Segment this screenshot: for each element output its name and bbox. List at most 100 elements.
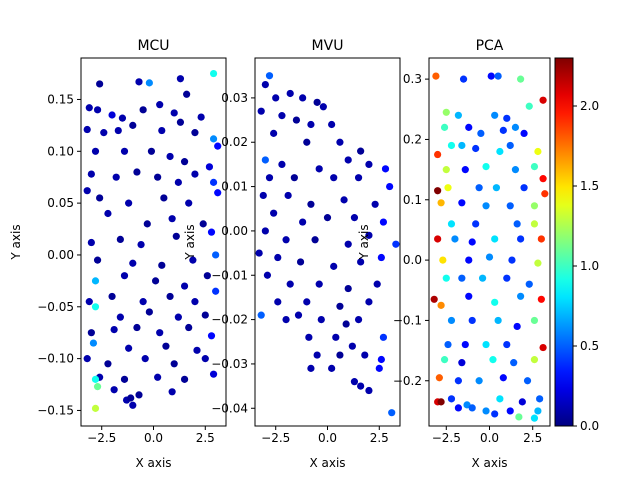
data-point [459,75,468,83]
data-point [93,256,102,264]
pca-y-axis-label: Y axis [357,224,371,260]
data-point [344,240,352,248]
data-point [299,218,307,226]
data-point [491,298,499,306]
data-point [434,150,442,159]
data-point [197,113,205,121]
data-point [375,364,383,372]
y-tick-label: 0.1 [403,193,422,207]
x-tick-label: 0.0 [318,431,337,445]
data-point [534,407,542,415]
data-point [284,191,292,200]
data-point [257,107,265,115]
data-point [212,251,220,259]
x-tick-label: 0.0 [144,431,163,445]
data-point [209,69,218,78]
data-point [517,292,525,300]
data-point [120,272,129,280]
mvu-title: MVU [312,38,344,54]
data-point [496,395,504,403]
data-point [392,240,400,248]
data-point [282,315,290,324]
data-point [377,253,385,262]
data-point [160,194,168,202]
data-point [120,375,129,383]
data-point [203,272,211,280]
colorbar: 0.0 0.5 1.0 1.5 2.0 [554,57,599,433]
data-point [154,373,162,381]
data-point [468,238,476,246]
data-point [120,147,129,155]
y-tick-label: −0.2 [393,374,422,388]
data-point [520,129,528,138]
data-point [207,228,216,236]
data-point [257,311,265,319]
data-point [442,166,450,174]
data-point [336,138,344,146]
data-point [437,199,445,207]
data-point [176,118,185,126]
colorbar-tick-label: 0.0 [580,419,599,433]
data-point [96,80,104,88]
data-point [503,114,511,122]
data-point [129,401,137,409]
y-tick-label: 0.01 [221,180,248,194]
data-point [191,129,199,137]
data-point [530,316,539,325]
data-point [447,141,456,150]
data-point [458,359,466,367]
data-point [265,72,274,80]
data-point [344,284,352,293]
y-tick-label: 0.3 [403,72,422,86]
data-point [174,313,182,321]
data-point [116,313,124,321]
data-point [127,394,135,402]
data-point [517,75,525,83]
data-point [116,235,124,244]
data-point [520,184,528,192]
data-point [162,342,170,350]
data-point [465,123,473,131]
data-point [91,404,100,412]
mvu-plot-area [254,57,401,427]
data-point [85,298,93,306]
data-point [125,199,133,207]
data-point [454,111,462,119]
data-point [539,175,547,183]
colorbar-tick-label: 2.0 [580,99,599,113]
data-point [154,173,162,181]
data-point [91,277,100,285]
data-point [307,120,315,129]
data-point [133,323,141,332]
mcu-x-axis-label: X axis [135,456,171,470]
data-point [129,259,137,267]
data-point [468,316,476,325]
data-point [357,258,365,266]
data-point [491,111,499,119]
pca-x-axis-label: X axis [471,456,507,470]
data-point [83,355,91,363]
data-point [336,302,344,310]
data-point [118,114,127,122]
data-point [534,259,542,267]
data-point [354,174,363,182]
data-point [205,163,214,171]
mvu-panel: −2.5 0.0 2.5 −0.04 −0.03 −0.02 −0.01 0.00 0.01 0.… [183,38,401,470]
data-point [112,173,120,181]
data-point [494,316,502,325]
data-point [461,340,469,349]
data-point [170,360,178,368]
data-point [485,253,494,261]
data-point [191,298,199,306]
data-point [296,258,305,266]
data-point [180,282,189,290]
x-tick-label: 2.5 [196,431,215,445]
data-point [104,360,112,368]
data-point [482,340,490,349]
data-point [313,351,321,359]
data-point [491,410,499,418]
data-point [305,333,313,341]
y-tick-label: −0.15 [37,403,74,417]
data-point [458,274,466,282]
pca-plot-area [428,57,551,427]
